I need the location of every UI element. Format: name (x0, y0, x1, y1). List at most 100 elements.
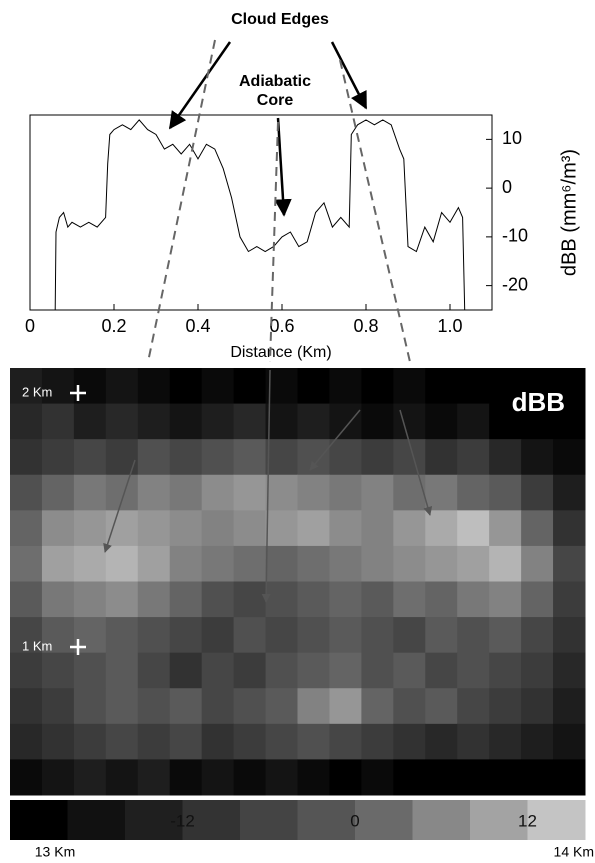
heat-cell (329, 688, 362, 725)
heatmap-title: dBB (512, 387, 565, 417)
heat-cell (73, 368, 107, 405)
heat-cell (457, 688, 490, 725)
line-plot: 0 0.2 0.4 0.6 0.8 1.0 -20 -10 0 10 Distance (Km) dB… (25, 114, 580, 361)
heat-cell (137, 403, 171, 440)
heat-cell (489, 545, 522, 582)
x-tick-label: 0.4 (185, 316, 210, 336)
heat-cell (201, 652, 235, 689)
heat-cell (393, 368, 426, 405)
heat-cell (457, 439, 490, 476)
heat-cell (137, 617, 171, 654)
heat-cell (521, 439, 554, 476)
heat-cell (425, 723, 458, 760)
heat-cell (297, 403, 330, 440)
colorbar-swatch (125, 800, 183, 840)
heat-cell (425, 759, 458, 796)
y-tick-label: -20 (502, 274, 528, 294)
heat-cell (329, 474, 362, 511)
colorbar-swatch (182, 800, 241, 840)
heat-cell (521, 474, 554, 511)
heat-cell (329, 545, 362, 582)
heat-cell (553, 439, 586, 476)
heat-cell (329, 723, 362, 760)
heat-cell (233, 688, 267, 725)
heat-cell (73, 474, 107, 511)
heat-cell (521, 759, 554, 796)
heat-cell (265, 723, 298, 760)
heat-cell (169, 439, 203, 476)
heat-cell (169, 617, 203, 654)
heat-cell (457, 723, 490, 760)
heat-cell (10, 439, 43, 476)
heat-cell (233, 545, 267, 582)
heat-cell (521, 403, 554, 440)
heat-cell (41, 474, 75, 511)
heat-cell (201, 368, 235, 405)
heat-cell (41, 723, 75, 760)
heat-cell (233, 403, 267, 440)
heat-cell (265, 759, 298, 796)
heat-cell (233, 474, 267, 511)
annotation-arrows (70, 39, 433, 655)
heat-cell (105, 617, 139, 654)
heat-cell (10, 617, 43, 654)
heat-cell (521, 617, 554, 654)
arrow (261, 369, 271, 603)
heat-cell (361, 581, 394, 618)
heat-cell (137, 474, 171, 511)
heat-cell (393, 688, 426, 725)
heat-cell (553, 403, 586, 440)
heat-cell (457, 510, 490, 547)
data-line (54, 119, 466, 311)
heat-cell (201, 617, 235, 654)
heat-cell (73, 510, 107, 547)
heat-cell (73, 759, 107, 796)
heat-cell (105, 581, 139, 618)
heat-cell (105, 439, 139, 476)
heat-cell (425, 510, 458, 547)
heat-cell (137, 439, 171, 476)
heat-cell (105, 474, 139, 511)
heat-cell (201, 510, 235, 547)
heat-cell (457, 581, 490, 618)
heat-cell (169, 474, 203, 511)
dashed-line (147, 39, 216, 363)
colorbar-tick-label: -12 (170, 811, 195, 830)
heat-cell (329, 759, 362, 796)
heat-cell (233, 652, 267, 689)
heat-cell (41, 545, 75, 582)
heat-cell (361, 759, 394, 796)
heat-cell (521, 510, 554, 547)
heat-cell (425, 688, 458, 725)
heat-cell (233, 368, 267, 405)
heat-cell (489, 368, 522, 405)
colorbar-swatch (412, 800, 471, 840)
heat-cell (457, 652, 490, 689)
heat-cell (265, 368, 298, 405)
arrow (330, 41, 368, 110)
heat-cell (41, 368, 75, 405)
heat-cell (457, 759, 490, 796)
heat-cell (201, 759, 235, 796)
heat-cell (521, 368, 554, 405)
arrow (309, 409, 361, 471)
plot-frame (29, 114, 493, 311)
heat-cell (297, 474, 330, 511)
heat-cell (457, 545, 490, 582)
heat-cell (393, 510, 426, 547)
heat-cell (553, 581, 586, 618)
heat-cell (169, 652, 203, 689)
heat-cell (361, 723, 394, 760)
heat-cell (41, 581, 75, 618)
heatmap: -12 0 12 dBB 2 Km 1 Km 13 Km 14 Km (10, 368, 594, 860)
heat-cell (233, 510, 267, 547)
annotation: Cloud Edges (231, 11, 329, 28)
heat-cell (105, 759, 139, 796)
heat-cell (73, 403, 107, 440)
heat-cell (137, 688, 171, 725)
heat-cell (489, 759, 522, 796)
x-position-label: 13 Km (35, 844, 75, 860)
heat-cell (297, 688, 330, 725)
colorbar-tick-label: 0 (350, 811, 359, 830)
heat-cell (233, 617, 267, 654)
